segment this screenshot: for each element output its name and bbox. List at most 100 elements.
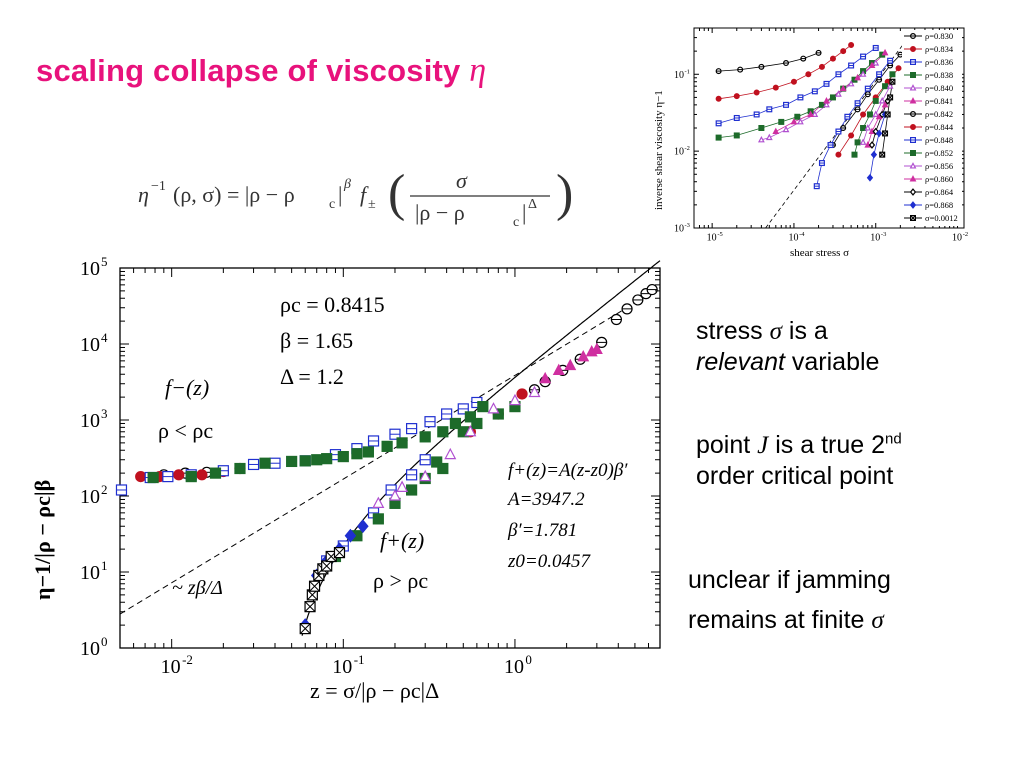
main-point-s3-28 xyxy=(406,484,418,496)
main-point-s4-3 xyxy=(444,447,457,460)
inset-point-s5-1 xyxy=(790,117,798,125)
main-point-s3-8 xyxy=(321,453,333,465)
inset-point-s9-0 xyxy=(851,151,858,158)
main-point-s6-4 xyxy=(344,528,357,543)
inset-point-s7-5 xyxy=(895,65,902,72)
main-point-s3-5 xyxy=(286,455,298,468)
main-point-s3-0 xyxy=(147,471,159,484)
legend-label-4: ρ=0.840 xyxy=(925,83,953,93)
main-y-tick-label-2: 10 xyxy=(80,486,100,508)
main-point-s3-11 xyxy=(362,446,374,458)
inset-point-s4-8 xyxy=(859,70,867,77)
legend-label-1: ρ=0.834 xyxy=(925,44,954,54)
eq-abs-close: | xyxy=(338,182,342,207)
eq-num: σ xyxy=(456,168,468,193)
main-x-tick-exp-1: -1 xyxy=(354,652,365,667)
main-y-tick-label-0: 10 xyxy=(80,638,100,660)
eq-f: f xyxy=(360,182,369,207)
main-y-tick-label-5: 10 xyxy=(80,258,100,280)
inset-point-s14-4-x xyxy=(889,78,896,85)
inset-point-s1-6 xyxy=(818,63,825,70)
inset-point-s3-6 xyxy=(818,101,825,108)
main-point-s3-19 xyxy=(431,456,443,468)
main-point-s7-8-x xyxy=(334,547,345,558)
main-point-s5-5 xyxy=(539,371,552,384)
main-point-s3-17 xyxy=(464,411,476,423)
inset-point-s1-7 xyxy=(829,55,836,62)
legend-marker-5 xyxy=(909,97,917,104)
inset-y-tick-exp-0: -3 xyxy=(685,222,690,229)
main-point-s3-9 xyxy=(337,450,349,463)
inset-point-s14-2-x xyxy=(884,111,891,118)
main-point-s1-0 xyxy=(135,470,147,483)
legend-marker-3 xyxy=(910,71,917,78)
inset-x-tick-exp-1: -4 xyxy=(799,231,805,238)
inset-point-s4-0 xyxy=(757,135,765,143)
inset-curve-1 xyxy=(718,44,852,100)
inset-point-s7-0 xyxy=(835,151,842,158)
main-point-s7-6-x xyxy=(321,560,333,572)
fminus-label: f−(z) xyxy=(165,375,209,400)
main-point-s4-4 xyxy=(464,424,477,437)
main-point-s1-7 xyxy=(516,388,528,400)
inset-point-s14-3-x xyxy=(887,94,893,101)
inset-point-s14-1-x xyxy=(882,130,888,137)
inset-y-tick-label-0: 10 xyxy=(674,224,684,235)
inset-point-s5-2 xyxy=(807,110,815,117)
main-point-s3-4 xyxy=(259,457,271,469)
slide-title: scaling collapse of viscosity η xyxy=(36,52,487,89)
inset-point-s9-5 xyxy=(882,83,889,90)
eq-eta-exp: −1 xyxy=(151,179,166,194)
inset-point-s11-2 xyxy=(875,112,883,120)
inset-point-s7-2 xyxy=(860,111,867,118)
legend-label-10: ρ=0.856 xyxy=(925,161,953,171)
main-y-tick-label-3: 10 xyxy=(80,410,100,432)
bullet-stress: stress σ is a relevant variable xyxy=(696,317,880,376)
fit-formula: f+(z)=A(z-z0)β′ xyxy=(508,460,628,481)
legend-label-7: ρ=0.844 xyxy=(925,122,954,132)
inset-point-s9-2 xyxy=(860,124,867,131)
inset-x-tick-label-2: 10 xyxy=(870,233,880,244)
inset-point-s3-3 xyxy=(778,118,785,125)
inset-point-s10-4 xyxy=(886,82,894,89)
main-point-s3-7 xyxy=(311,454,323,466)
main-point-s7-0-x xyxy=(299,623,311,634)
eq-c: c xyxy=(329,197,335,212)
inset-point-s11-3 xyxy=(881,100,889,108)
inset-point-s1-3 xyxy=(772,84,779,91)
nd-superscript: nd xyxy=(885,430,902,448)
legend-label-2: ρ=0.836 xyxy=(925,57,953,67)
eq-paren-open: ( xyxy=(388,165,405,222)
main-y-tick-exp-3: 3 xyxy=(101,406,108,421)
main-y-tick-label-1: 10 xyxy=(80,562,100,584)
main-point-s3-1 xyxy=(185,470,197,483)
inset-point-s10-2 xyxy=(872,110,880,117)
scaling-collapse-chart: 10 -2 10 -1 10 010 010 110 210 310 410 5 η−1/|ρ − ρ… xyxy=(30,254,661,703)
inset-x-tick-label-0: 10 xyxy=(707,233,717,244)
relevant-word: relevant xyxy=(696,348,785,376)
inset-point-s1-4 xyxy=(790,78,797,85)
main-point-s5-1 xyxy=(564,358,577,371)
main-point-s4-1 xyxy=(396,480,409,492)
eq-paren-close: ) xyxy=(556,165,573,222)
inset-point-s1-5 xyxy=(805,71,812,78)
inset-curve-12 xyxy=(871,100,889,146)
legend-label-9: ρ=0.852 xyxy=(925,148,953,158)
inset-point-s3-2 xyxy=(758,124,765,131)
eq-beta: β xyxy=(343,177,351,192)
inset-x-tick-label-1: 10 xyxy=(788,233,798,244)
inset-point-s5-6 xyxy=(868,61,876,69)
main-point-s7-3-x xyxy=(309,580,320,592)
inset-point-s4-2 xyxy=(782,125,790,133)
main-point-s4-5 xyxy=(487,402,500,414)
param-rho-c: ρc = 0.8415 xyxy=(280,292,385,317)
inset-point-s3-1 xyxy=(733,132,740,139)
inset-point-s12-1 xyxy=(872,127,879,136)
inset-point-s9-3 xyxy=(866,111,873,118)
main-x-tick-exp-0: -2 xyxy=(182,652,193,667)
main-point-s3-3 xyxy=(234,462,246,475)
legend-marker-9 xyxy=(910,150,917,157)
legend-label-11: ρ=0.860 xyxy=(925,174,953,184)
legend-label-14: σ=0.0012 xyxy=(925,213,958,223)
main-point-s3-12 xyxy=(381,440,393,452)
